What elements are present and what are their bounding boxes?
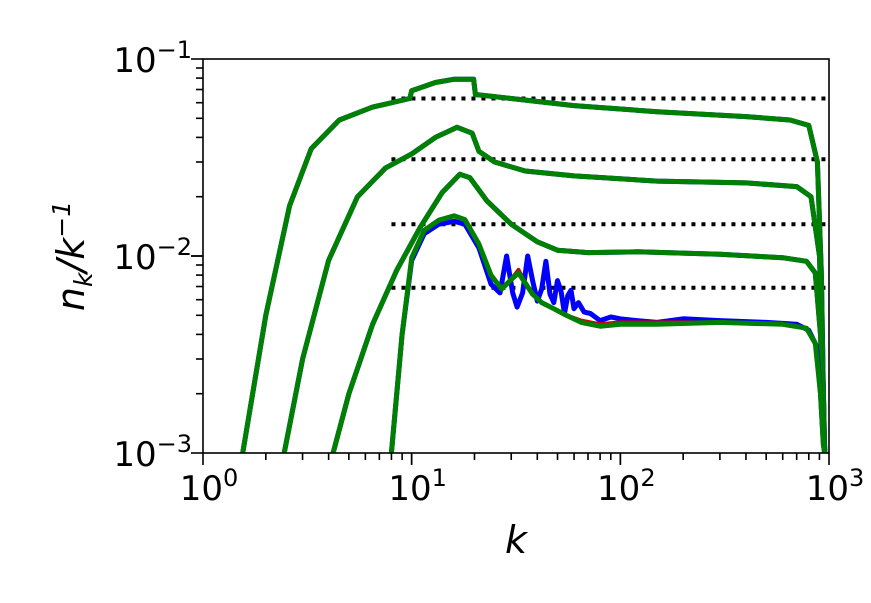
curve-1-blue [240, 76, 827, 453]
x-tick-label: 101 [388, 464, 447, 509]
curve-3-green [330, 171, 828, 453]
x-tick-label: 103 [806, 464, 865, 509]
y-tick-label: 10−1 [113, 36, 192, 81]
x-tick-label: 102 [597, 464, 656, 509]
x-tick-label: 100 [180, 464, 239, 509]
curve-1-red [240, 77, 827, 453]
y-tick-label: 10−2 [113, 233, 192, 278]
axis-ticks [191, 58, 830, 465]
y-axis-label: nk/k−1 [47, 201, 98, 311]
curve-2-green [281, 124, 828, 453]
tick-labels: 100 101 102 103 10−3 10−2 10−1 [113, 36, 864, 509]
x-axis-label: k [505, 518, 529, 562]
y-tick-label: 10−3 [113, 430, 192, 475]
curve-4-green [388, 213, 828, 453]
curve-1-green [240, 76, 827, 453]
spectrum-curves [240, 76, 828, 453]
